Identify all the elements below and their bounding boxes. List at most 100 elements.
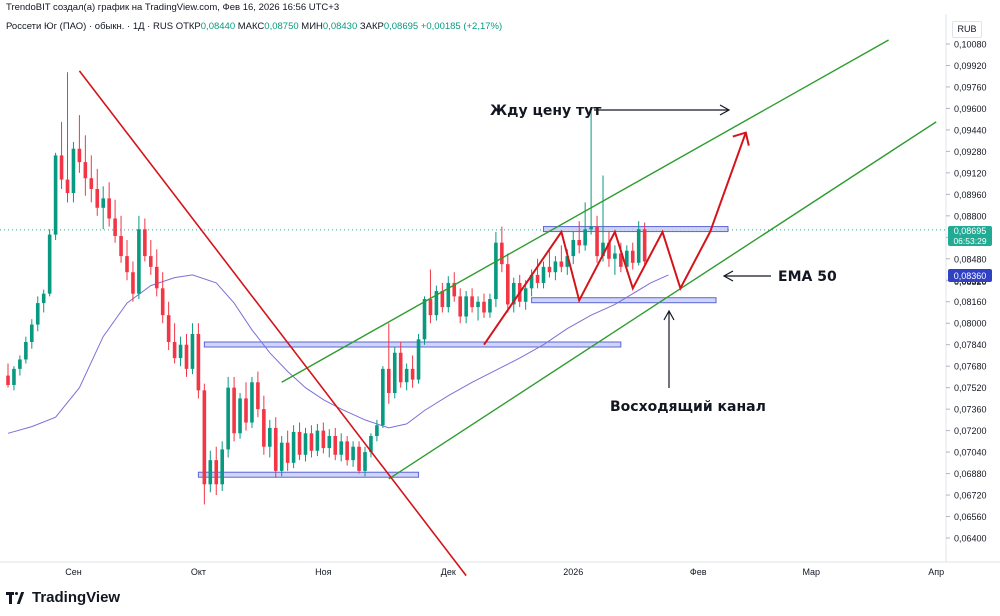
candle-body <box>416 339 421 380</box>
downtrend-line <box>78 70 467 577</box>
x-tick-label: Ноя <box>315 567 332 577</box>
candle-body <box>506 264 510 305</box>
candle-body <box>95 188 100 208</box>
candle-body <box>642 229 647 262</box>
candle-body <box>619 253 623 267</box>
candle-body <box>41 293 46 304</box>
candle-body <box>89 178 94 189</box>
candle-body <box>279 442 284 471</box>
candle-body <box>125 256 129 273</box>
candle-body <box>18 359 22 369</box>
target-pointer-arrowhead <box>719 104 731 116</box>
x-tick-label: Апр <box>928 567 944 577</box>
candle-body <box>565 256 570 267</box>
candle-body <box>160 288 165 316</box>
change-value: +0,00185 (+2,17%) <box>420 21 503 32</box>
high-value: 0,08750 <box>264 21 299 32</box>
candle-body <box>511 282 516 305</box>
candle-body <box>404 368 409 383</box>
channel-label: Восходящий канал <box>610 399 766 415</box>
candle-body <box>291 431 296 463</box>
candle-body <box>494 242 498 300</box>
low-label: МИН <box>301 21 323 32</box>
candle-body <box>101 198 105 208</box>
candle-body <box>327 435 332 449</box>
candle-body <box>137 229 141 294</box>
candle-body <box>285 442 290 463</box>
x-tick-label: Сен <box>65 567 82 577</box>
candle-body <box>571 239 576 257</box>
x-tick-label: Фев <box>690 567 707 577</box>
candle-body <box>470 296 474 308</box>
candle-body <box>12 368 16 385</box>
candle-body <box>232 387 236 434</box>
candle-body <box>30 324 34 343</box>
candle-body <box>375 425 379 436</box>
candle-body <box>53 155 58 235</box>
candle-body <box>523 288 528 302</box>
y-tick-label: 0,09440 <box>954 125 987 135</box>
candle-body <box>547 266 552 273</box>
candle-body <box>529 274 534 289</box>
candle-body <box>35 303 40 325</box>
tradingview-brand: TradingView <box>6 589 120 606</box>
y-tick-label: 0,07360 <box>954 405 987 415</box>
y-tick-label: 0,07520 <box>954 383 987 393</box>
candle-body <box>345 441 349 461</box>
candle-body <box>149 256 153 267</box>
last-price-badge-value: 0,08695 <box>954 226 987 236</box>
y-tick-label: 0,08000 <box>954 319 987 329</box>
candle-body <box>577 239 581 246</box>
candle-body <box>422 299 427 340</box>
currency-button[interactable]: RUB <box>952 21 982 38</box>
ema-value-badge <box>948 269 992 282</box>
candle-body <box>131 272 135 294</box>
candle-body <box>410 368 415 380</box>
y-tick-label: 0,09760 <box>954 82 987 92</box>
y-tick-label: 0,08800 <box>954 211 987 221</box>
candle-body <box>434 291 439 316</box>
candle-body <box>256 382 260 410</box>
candle-body <box>613 253 617 259</box>
candle-body <box>315 430 320 451</box>
target-arrow-line <box>709 132 747 233</box>
candle-body <box>321 430 326 449</box>
y-tick-label: 0,10080 <box>954 40 987 50</box>
open-value: 0,08440 <box>200 21 236 32</box>
candle-body <box>71 148 76 194</box>
candle-body <box>119 235 123 257</box>
candle-body <box>601 242 605 257</box>
candle-body <box>595 226 599 257</box>
ema-label: EMA 50 <box>778 269 837 285</box>
y-tick-label: 0,09280 <box>954 147 987 157</box>
candle-body <box>476 301 480 308</box>
candle-body <box>553 261 558 273</box>
candle-body <box>541 266 546 283</box>
candle-body <box>464 296 468 317</box>
candle-body <box>625 250 629 267</box>
candle-body <box>178 344 183 359</box>
candle-body <box>428 299 433 316</box>
symbol-name[interactable]: Россети Юг (ПАО) · обыкн. · 1Д · RUS <box>6 21 174 32</box>
tradingview-brand-name: TradingView <box>32 589 121 606</box>
candle-body <box>107 198 111 219</box>
x-tick-label: Мар <box>802 567 820 577</box>
candle-body <box>351 446 355 461</box>
candle-body <box>244 398 248 423</box>
support-resistance-zone <box>531 297 717 304</box>
y-tick-label: 0,07040 <box>954 448 987 458</box>
candle-body <box>589 226 593 230</box>
candle-body <box>392 352 397 394</box>
candle-body <box>482 301 486 313</box>
candle-body <box>500 242 504 265</box>
low-value: 0,08430 <box>322 21 358 32</box>
candle-body <box>250 382 254 423</box>
last-price-badge <box>948 226 992 246</box>
candle-body <box>381 368 385 426</box>
channel-upper-line <box>281 39 889 383</box>
x-tick-label: Дек <box>441 567 456 577</box>
candle-body <box>59 155 64 180</box>
high-label: МАКС <box>237 21 265 32</box>
candle-body <box>446 282 451 308</box>
